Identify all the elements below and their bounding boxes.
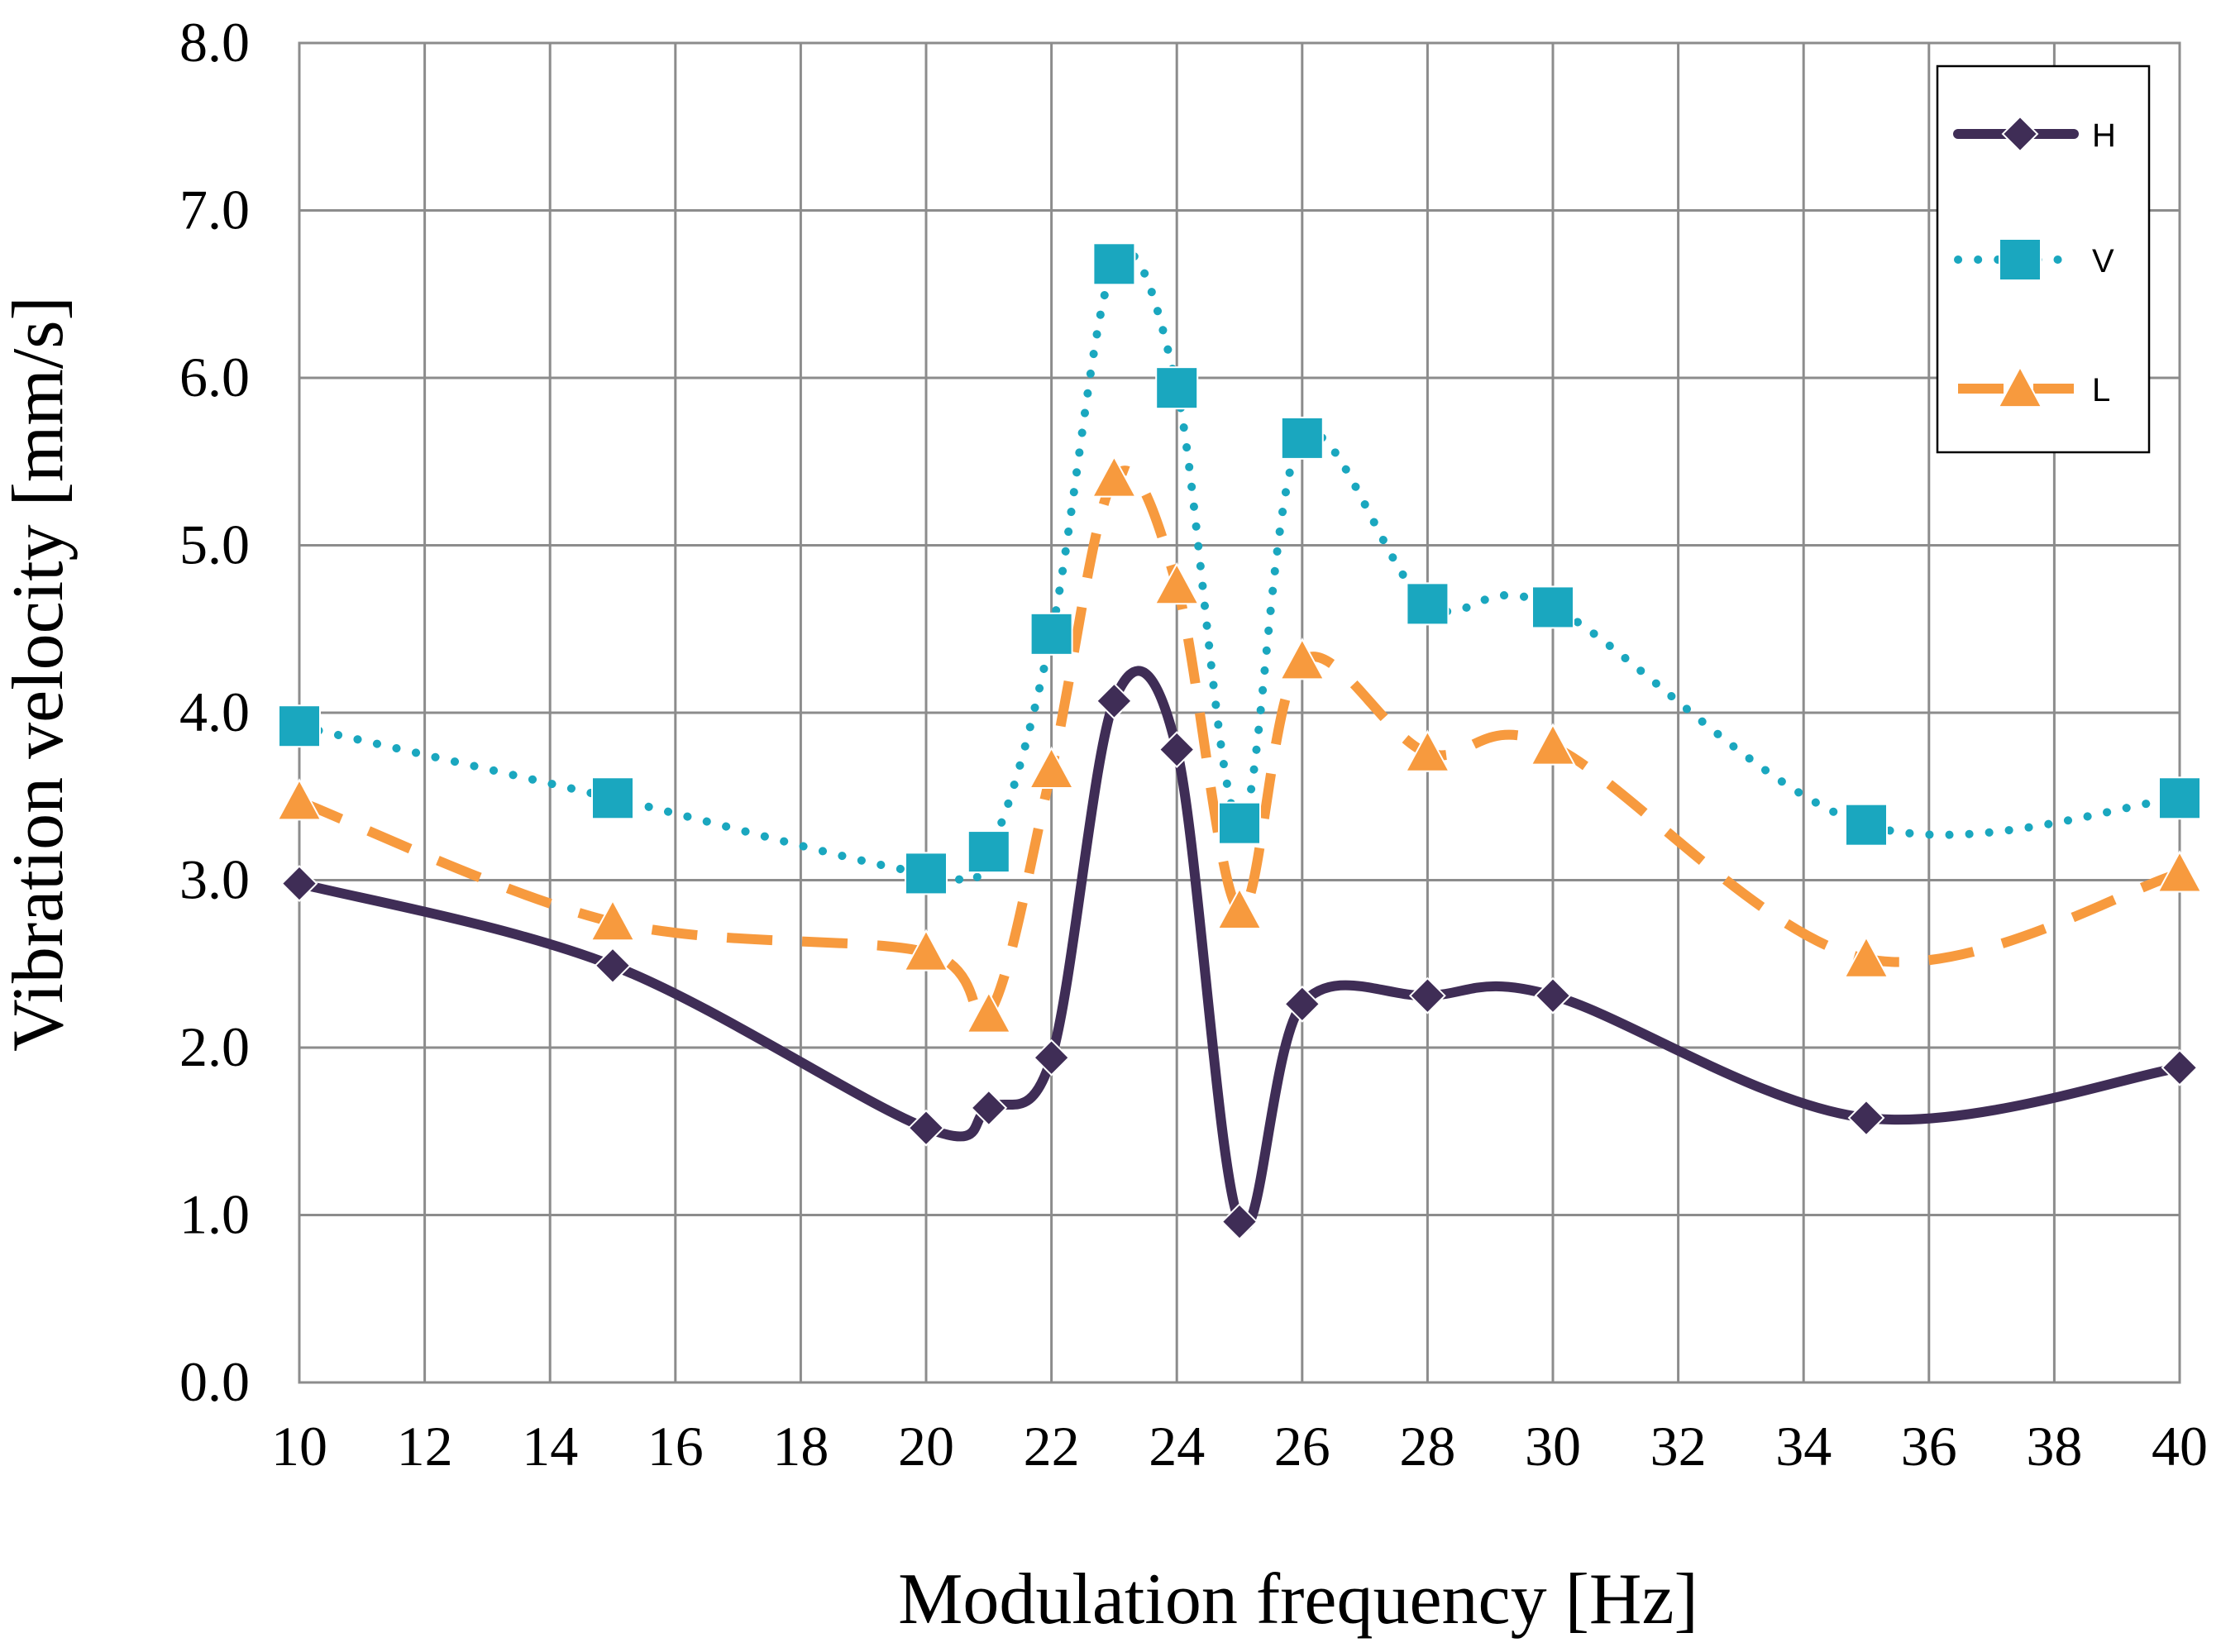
x-tick-label: 32: [1650, 1415, 1707, 1478]
data-point-V: [1406, 582, 1450, 626]
x-tick-label: 20: [898, 1415, 954, 1478]
data-point-H: [907, 1109, 945, 1147]
x-axis-title: Modulation frequency [Hz]: [898, 1559, 1698, 1640]
y-axis-title: Vibration velocity [mm/s]: [0, 296, 79, 1052]
y-tick-label: 0.0: [179, 1350, 250, 1413]
legend-item-H: H: [1953, 115, 2116, 154]
y-tick-label: 5.0: [179, 513, 250, 576]
data-point-L: [2157, 850, 2203, 893]
series-line-L: [297, 466, 2181, 1026]
markers-L: [276, 455, 2203, 1034]
data-point-H: [2161, 1048, 2199, 1086]
data-point-H: [1158, 731, 1196, 768]
data-point-L: [1216, 886, 1263, 930]
data-point-V: [1280, 416, 1324, 460]
x-tick-label: 34: [1775, 1415, 1832, 1478]
data-point-H: [1095, 682, 1133, 720]
x-tick-label: 38: [2026, 1415, 2082, 1478]
markers-V: [278, 242, 2201, 895]
markers-H: [280, 682, 2199, 1241]
data-point-V: [905, 852, 948, 895]
data-point-H: [1534, 976, 1572, 1015]
data-point-H: [1033, 1038, 1071, 1077]
y-tick-label: 1.0: [179, 1183, 250, 1246]
legend-swatch-marker: [2001, 115, 2039, 153]
series-line-V: [295, 248, 2184, 886]
series-line-H: [294, 666, 2185, 1232]
data-point-L: [966, 991, 1012, 1034]
y-tick-label: 4.0: [179, 680, 250, 743]
y-tick-label: 3.0: [179, 848, 250, 911]
data-point-H: [594, 947, 632, 985]
x-tick-label: 22: [1024, 1415, 1080, 1478]
data-point-H: [280, 865, 318, 902]
legend-swatch-marker: [1997, 365, 2043, 408]
data-point-V: [1029, 612, 1073, 656]
data-point-L: [276, 778, 322, 821]
series-lines: [294, 248, 2185, 1232]
data-point-H: [1220, 1203, 1259, 1241]
y-tick-label: 6.0: [179, 346, 250, 408]
data-point-V: [278, 704, 321, 748]
data-point-L: [1091, 455, 1138, 498]
data-point-L: [1153, 561, 1200, 605]
x-tick-label: 28: [1399, 1415, 1455, 1478]
data-point-L: [903, 929, 949, 972]
x-tick-label: 18: [772, 1415, 829, 1478]
y-tick-label: 8.0: [179, 11, 250, 74]
x-tick-label: 26: [1274, 1415, 1330, 1478]
legend-label: H: [2092, 117, 2116, 154]
data-point-V: [2158, 776, 2201, 820]
data-point-L: [1530, 723, 1576, 766]
data-point-H: [1847, 1099, 1885, 1137]
legend-item-L: L: [1958, 365, 2110, 408]
series-markers: [276, 242, 2203, 1241]
data-point-V: [1845, 803, 1888, 847]
data-point-L: [1279, 637, 1325, 680]
data-point-L: [1404, 729, 1451, 772]
data-point-H: [970, 1089, 1008, 1127]
y-tick-label: 2.0: [179, 1015, 250, 1078]
x-tick-label: 14: [522, 1415, 578, 1478]
legend: H V L: [1936, 64, 2151, 454]
data-point-L: [1843, 935, 1889, 978]
legend-item-V: V: [1954, 238, 2114, 281]
data-point-L: [590, 899, 636, 942]
data-point-H: [1408, 976, 1446, 1015]
legend-swatch-marker: [1999, 238, 2042, 281]
data-point-V: [1092, 242, 1136, 286]
x-tick-label: 10: [271, 1415, 327, 1478]
data-point-V: [591, 776, 634, 820]
data-point-V: [1155, 366, 1199, 410]
data-point-V: [967, 830, 1010, 874]
legend-box: [1936, 64, 2151, 454]
axis-ticks: 10 12 14 16 18 20 22 24 26 28 30 32 34 36 38 40 0.0 1.0 2.…: [179, 11, 2208, 1478]
x-tick-label: 12: [397, 1415, 453, 1478]
grid: [298, 41, 2181, 1384]
legend-label: V: [2092, 243, 2114, 279]
x-tick-label: 24: [1149, 1415, 1205, 1478]
x-tick-label: 40: [2152, 1415, 2208, 1478]
legend-label: L: [2092, 372, 2110, 408]
data-point-L: [1028, 746, 1075, 789]
data-point-V: [1218, 801, 1261, 845]
x-tick-label: 16: [647, 1415, 704, 1478]
data-point-V: [1531, 585, 1574, 629]
data-point-H: [1283, 985, 1321, 1023]
x-tick-label: 36: [1901, 1415, 1957, 1478]
x-tick-label: 30: [1525, 1415, 1581, 1478]
y-tick-label: 7.0: [179, 179, 250, 241]
